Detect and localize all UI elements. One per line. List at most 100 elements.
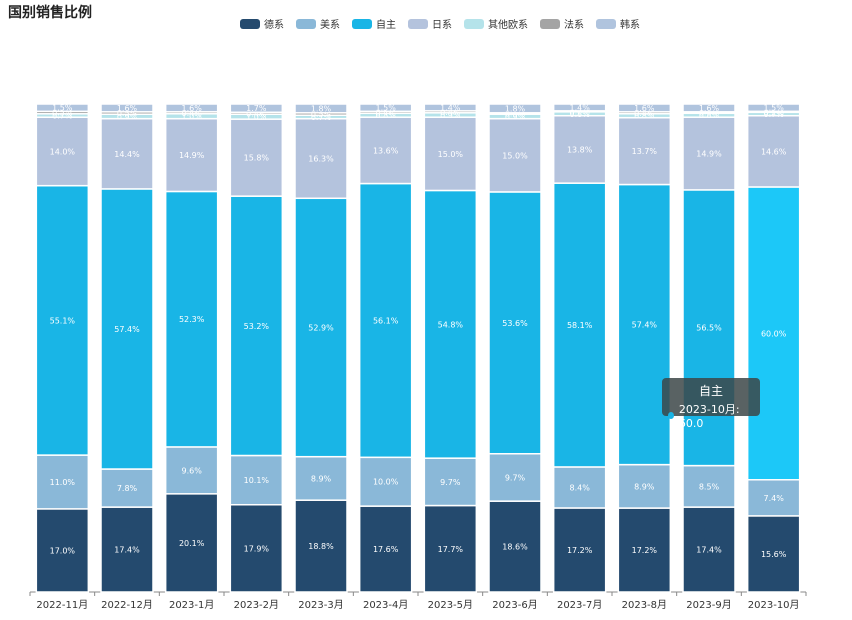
bar-segment[interactable] xyxy=(682,103,736,113)
bar-segment[interactable] xyxy=(358,505,413,593)
bar-data-label: 0.4% xyxy=(634,109,655,118)
bar-segment[interactable] xyxy=(746,515,801,593)
bar-data-label: 57.4% xyxy=(114,325,140,334)
bar-data-label: 1.4% xyxy=(570,103,591,112)
bar-segment[interactable] xyxy=(552,182,607,468)
legend-swatch xyxy=(540,18,560,29)
bar-segment[interactable] xyxy=(35,184,90,456)
bar-segment[interactable] xyxy=(100,188,154,470)
bar-segment[interactable] xyxy=(746,479,801,517)
bar-segment[interactable] xyxy=(35,454,90,510)
bar-data-label: 14.9% xyxy=(179,151,205,160)
bar-segment[interactable] xyxy=(488,453,542,502)
bar-data-label: 8.4% xyxy=(570,483,591,492)
bar-segment[interactable] xyxy=(488,500,542,593)
bar-data-label: 0.5% xyxy=(117,109,138,118)
bar-segment[interactable] xyxy=(423,457,478,507)
bar-data-label: 7.8% xyxy=(117,484,138,493)
bar-data-label: 13.8% xyxy=(567,145,593,154)
bar-segment[interactable] xyxy=(552,466,607,509)
bar-segment[interactable] xyxy=(358,116,413,185)
bar-data-label: 57.4% xyxy=(632,321,658,330)
bar-data-label: 0.9% xyxy=(440,111,461,120)
bar-segment[interactable] xyxy=(164,117,219,193)
bar-data-label: 0.8% xyxy=(699,111,720,120)
bar-segment[interactable] xyxy=(358,103,413,113)
bar-segment[interactable] xyxy=(35,103,90,113)
bar-segment[interactable] xyxy=(488,191,542,455)
bar-segment[interactable] xyxy=(358,456,413,507)
bar-segment[interactable] xyxy=(746,103,801,113)
bar-segment[interactable] xyxy=(746,186,801,481)
bar-data-label: 1.6% xyxy=(634,104,655,113)
legend-swatch xyxy=(464,18,484,29)
legend-label: 其他欧系 xyxy=(488,20,528,31)
bar-segment[interactable] xyxy=(294,499,348,593)
legend-item[interactable]: 其他欧系 xyxy=(464,16,528,31)
legend-item[interactable]: 自主 xyxy=(352,16,396,31)
bar-segment[interactable] xyxy=(294,455,348,501)
bar-segment[interactable] xyxy=(488,103,542,114)
bar-segment[interactable] xyxy=(552,114,607,184)
bar-segment[interactable] xyxy=(617,463,672,509)
bar-segment[interactable] xyxy=(423,103,478,112)
bar-data-label: 14.6% xyxy=(761,147,787,156)
bar-segment[interactable] xyxy=(294,103,348,114)
legend-item[interactable]: 法系 xyxy=(540,16,584,31)
bar-segment[interactable] xyxy=(552,507,607,593)
bar-segment[interactable] xyxy=(100,117,154,190)
bar-data-label: 17.7% xyxy=(438,545,464,554)
x-tick-label: 2023-4月 xyxy=(363,599,408,611)
bar-segment[interactable] xyxy=(229,103,284,114)
bar-data-label: 0.8% xyxy=(376,111,397,120)
bar-data-label: 0.4% xyxy=(440,108,461,117)
legend-item[interactable]: 日系 xyxy=(408,16,452,31)
legend-item[interactable]: 韩系 xyxy=(596,16,640,31)
bar-segment[interactable] xyxy=(617,183,672,466)
x-tick-label: 2023-9月 xyxy=(686,599,731,611)
x-tick-label: 2023-1月 xyxy=(169,599,214,611)
bar-segment[interactable] xyxy=(294,197,348,458)
bar-segment[interactable] xyxy=(488,117,542,193)
bar-segment[interactable] xyxy=(100,506,154,593)
bar-segment[interactable] xyxy=(746,114,801,188)
bar-segment[interactable] xyxy=(164,103,219,113)
bar-data-label: 1.5% xyxy=(376,104,397,113)
bar-segment[interactable] xyxy=(229,503,284,593)
bar-segment[interactable] xyxy=(100,468,154,508)
bar-data-label: 1.5% xyxy=(764,104,785,113)
legend-item[interactable]: 美系 xyxy=(296,16,340,31)
legend-item[interactable]: 德系 xyxy=(240,16,284,31)
bar-data-label: 1.6% xyxy=(699,104,720,113)
bar-data-label: 1.8% xyxy=(311,104,332,113)
tooltip: 自主 2023-10月: 60.0 xyxy=(662,378,760,430)
tooltip-marker-icon xyxy=(668,412,674,419)
bar-data-label: 1.0% xyxy=(246,113,267,122)
legend-label: 法系 xyxy=(564,20,584,31)
tooltip-text: 2023-10月: 60.0 xyxy=(678,403,740,430)
bar-segment[interactable] xyxy=(423,504,478,593)
bar-segment[interactable] xyxy=(617,103,672,113)
bar-data-label: 8.9% xyxy=(634,482,655,491)
bar-segment[interactable] xyxy=(617,116,672,186)
bar-segment[interactable] xyxy=(164,190,219,448)
legend-swatch xyxy=(596,18,616,29)
bar-data-label: 11.0% xyxy=(50,478,76,487)
bar-segment[interactable] xyxy=(682,116,736,191)
bar-segment[interactable] xyxy=(294,117,348,200)
tooltip-title: 自主 xyxy=(698,384,723,398)
bar-data-label: 0.4% xyxy=(246,109,267,118)
bar-data-label: 1.0% xyxy=(182,112,203,121)
bar-data-label: 17.2% xyxy=(632,546,658,555)
bar-segment[interactable] xyxy=(358,182,413,459)
bar-segment[interactable] xyxy=(100,103,154,113)
bar-segment[interactable] xyxy=(164,493,219,593)
bar-data-label: 52.9% xyxy=(308,323,334,332)
x-tick-label: 2022-12月 xyxy=(101,599,153,611)
bar-segment[interactable] xyxy=(552,103,607,112)
bar-data-label: 18.8% xyxy=(308,542,334,551)
bar-segment[interactable] xyxy=(682,464,736,508)
bar-segment[interactable] xyxy=(423,189,478,459)
bar-segment[interactable] xyxy=(164,446,219,495)
